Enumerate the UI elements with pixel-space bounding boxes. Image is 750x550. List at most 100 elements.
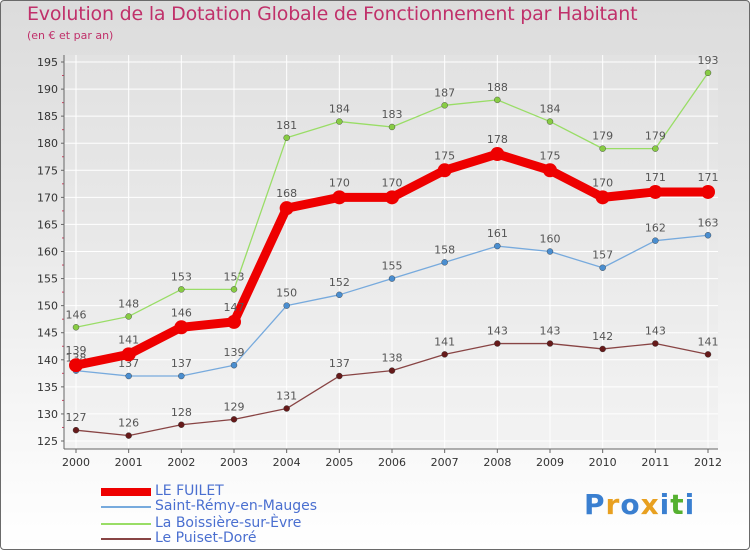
data-point <box>72 426 80 434</box>
data-point <box>546 118 554 125</box>
data-point <box>125 372 132 380</box>
legend-item: La Boissière-sur-Èvre <box>101 515 401 531</box>
legend-swatch <box>101 488 151 496</box>
x-tick-label: 2009 <box>536 456 564 469</box>
data-point <box>652 237 659 244</box>
data-label: 162 <box>645 222 666 235</box>
data-point <box>283 405 290 412</box>
data-point <box>283 134 290 142</box>
data-label: 148 <box>118 297 139 310</box>
data-label: 126 <box>118 417 139 430</box>
series-la-boissi-re-sur-vre: 146 148 153 153 181 184 183 187 188 184 179 179 193 <box>66 54 719 331</box>
data-point <box>336 291 343 299</box>
x-tick-label: 2008 <box>483 456 511 469</box>
data-label: 143 <box>645 325 666 338</box>
data-point <box>174 320 189 335</box>
data-point <box>701 184 715 199</box>
data-label: 141 <box>118 333 139 346</box>
data-point <box>72 324 80 331</box>
x-tick-label: 2007 <box>431 456 459 469</box>
chart-subtitle: (en € et par an) <box>27 29 114 42</box>
data-label: 178 <box>487 133 508 146</box>
data-point <box>336 118 343 125</box>
data-label: 138 <box>382 352 403 365</box>
y-tick-label: 155 <box>37 273 58 286</box>
data-label: 184 <box>329 103 350 116</box>
x-tick-label: 2012 <box>694 456 722 469</box>
data-point <box>599 145 606 152</box>
logo-letter: r <box>605 488 621 521</box>
data-point <box>336 372 343 380</box>
data-point <box>385 190 399 205</box>
data-label: 171 <box>698 171 719 184</box>
data-point <box>125 432 132 439</box>
y-tick-label: 190 <box>37 83 58 96</box>
x-tick-label: 2006 <box>378 456 406 469</box>
series-le-fuilet: 139 141 146 147 168 170 170 175 178 175 170 171 171 <box>66 133 719 373</box>
data-point <box>332 190 347 205</box>
y-tick-label: 195 <box>37 56 58 69</box>
y-tick-label: 180 <box>37 137 58 150</box>
data-point <box>494 242 501 250</box>
data-label: 141 <box>434 335 455 348</box>
data-label: 179 <box>592 130 613 143</box>
y-tick-label: 165 <box>37 218 58 231</box>
data-label: 143 <box>540 325 561 338</box>
data-point <box>178 421 185 428</box>
chart-title: Evolution de la Dotation Globale de Fonc… <box>27 3 638 25</box>
data-point <box>279 201 294 216</box>
y-tick-label: 145 <box>37 327 58 340</box>
data-point <box>437 163 452 178</box>
data-point <box>441 351 448 358</box>
data-label: 193 <box>698 54 719 67</box>
x-tick-label: 2010 <box>589 456 617 469</box>
data-point <box>125 313 132 320</box>
data-label: 137 <box>171 357 192 370</box>
data-label: 155 <box>382 260 403 273</box>
data-label: 184 <box>540 103 561 116</box>
proxiti-logo: Proxiti <box>584 488 695 521</box>
data-label: 175 <box>434 149 455 162</box>
data-label: 150 <box>276 287 297 300</box>
legend-label: Saint-Rémy-en-Mauges <box>155 498 318 514</box>
data-label: 168 <box>276 187 297 200</box>
logo-letter: i <box>659 488 671 521</box>
data-point <box>704 232 712 239</box>
data-label: 161 <box>487 227 508 240</box>
data-point <box>490 147 505 162</box>
legend-swatch <box>101 523 151 525</box>
y-tick-label: 170 <box>37 191 58 204</box>
data-label: 141 <box>698 335 719 348</box>
data-point <box>704 351 712 358</box>
y-tick-label: 135 <box>37 381 58 394</box>
data-point <box>121 347 136 362</box>
y-tick-label: 150 <box>37 300 58 313</box>
data-label: 153 <box>171 270 192 283</box>
data-label: 142 <box>592 330 613 343</box>
data-label: 139 <box>66 344 87 357</box>
y-tick-label: 185 <box>37 110 58 123</box>
data-point <box>441 102 448 109</box>
data-label: 137 <box>329 357 350 370</box>
data-label: 158 <box>434 243 455 256</box>
data-label: 160 <box>540 233 561 246</box>
data-point <box>595 190 610 205</box>
data-label: 181 <box>276 119 297 132</box>
data-label: 127 <box>66 411 87 424</box>
logo-letter: o <box>620 488 641 521</box>
x-tick-label: 2003 <box>220 456 248 469</box>
data-point <box>599 264 606 271</box>
data-label: 170 <box>592 176 613 189</box>
data-point <box>648 184 663 199</box>
data-point <box>652 145 659 152</box>
data-point <box>652 340 659 347</box>
data-point <box>178 372 185 380</box>
data-label: 163 <box>698 216 719 229</box>
x-tick-label: 2005 <box>325 456 353 469</box>
data-label: 143 <box>487 325 508 338</box>
logo-letter: x <box>640 488 660 521</box>
x-tick-label: 2001 <box>115 456 143 469</box>
data-label: 175 <box>540 149 561 162</box>
